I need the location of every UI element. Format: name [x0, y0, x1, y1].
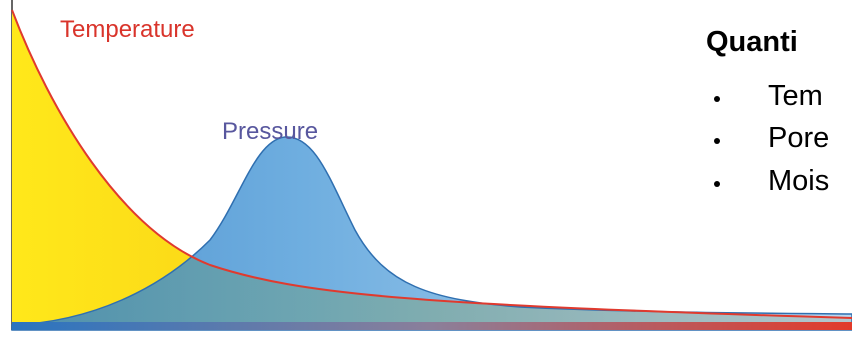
- base-band: [12, 322, 852, 330]
- bullet-dot: [714, 96, 720, 102]
- temperature-label: Temperature: [60, 16, 195, 43]
- temperature-area: [12, 10, 852, 330]
- panel-heading: Quanti: [706, 26, 798, 58]
- bullet-dot: [714, 181, 720, 187]
- bullet-text: Mois: [768, 165, 830, 197]
- pressure-label: Pressure: [222, 118, 318, 145]
- bullet-text: Pore: [768, 122, 830, 154]
- bullet-dot: [714, 138, 720, 144]
- bullet-text: Tem: [768, 80, 823, 112]
- temperature-line: [11, 9, 852, 319]
